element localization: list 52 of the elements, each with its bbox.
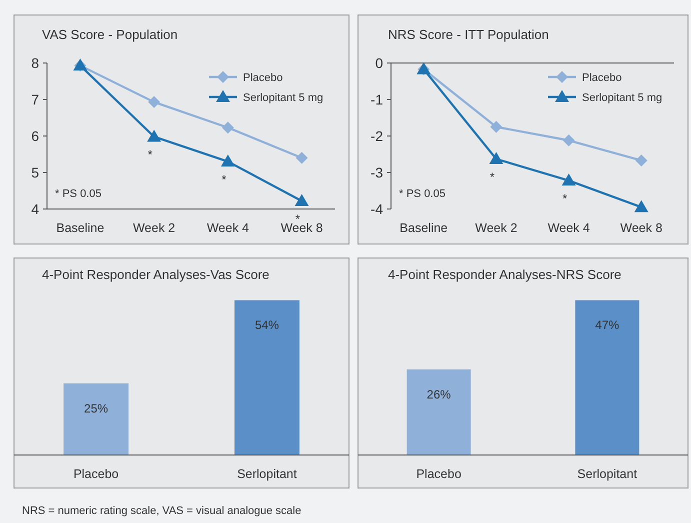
annotation: * — [562, 192, 568, 206]
point — [490, 120, 502, 133]
annotation: * PS 0.05 — [55, 188, 102, 200]
x-tick-label: Week 4 — [206, 221, 250, 235]
x-tick-label: Baseline — [56, 221, 104, 235]
y-tick-label: -1 — [370, 91, 384, 108]
data-label: 47% — [595, 318, 620, 332]
point — [222, 122, 234, 134]
x-tick-label: Serlopitant — [237, 467, 298, 481]
chart-title: NRS Score - ITT Population — [388, 27, 549, 42]
annotation: * PS 0.05 — [399, 188, 446, 200]
data-label: 54% — [254, 318, 280, 332]
point — [562, 174, 576, 186]
point — [634, 200, 648, 212]
y-tick-label: 7 — [31, 91, 40, 108]
y-tick-label: 6 — [31, 128, 40, 144]
point — [489, 152, 504, 164]
y-tick-label: -2 — [370, 128, 384, 144]
y-tick-label: 8 — [31, 54, 40, 71]
text: NRS = numeric rating scale, VAS = visual analogue scale — [22, 505, 302, 517]
point — [220, 154, 235, 167]
x-tick-label: Placebo — [73, 467, 119, 481]
point — [147, 130, 162, 142]
y-tick-label: 5 — [31, 164, 40, 180]
legend-label: Serlopitant 5 mg — [582, 92, 662, 104]
y-tick-label: 4 — [31, 200, 40, 217]
y-tick-label: -4 — [370, 200, 384, 217]
point — [562, 134, 575, 146]
x-tick-label: Week 2 — [133, 221, 176, 235]
data-label: 26% — [426, 387, 452, 402]
x-tick-label: Week 4 — [548, 221, 590, 235]
x-tick-label: Baseline — [400, 221, 448, 235]
point — [296, 152, 308, 164]
chart-title: 4-Point Responder Analyses-Vas Score — [42, 267, 270, 282]
annotation: * — [222, 172, 227, 187]
legend-label: Placebo — [243, 72, 283, 84]
chart-title: VAS Score - Population — [42, 27, 178, 42]
point — [294, 194, 309, 206]
point — [635, 154, 648, 166]
x-tick-label: Serlopitant — [577, 467, 638, 481]
x-tick-label: Week 8 — [620, 221, 662, 235]
point — [148, 96, 160, 108]
y-tick-label: 0 — [375, 54, 384, 71]
x-tick-label: Placebo — [416, 467, 462, 481]
annotation: * — [148, 148, 153, 162]
chart-title: 4-Point Responder Analyses-NRS Score — [388, 267, 622, 282]
legend-label: Placebo — [582, 72, 622, 84]
y-tick-label: -3 — [370, 164, 384, 180]
legend-label: Serlopitant 5 mg — [243, 92, 324, 104]
data-label: 25% — [84, 401, 108, 416]
x-tick-label: Week 2 — [475, 221, 518, 235]
annotation: * — [490, 170, 495, 184]
